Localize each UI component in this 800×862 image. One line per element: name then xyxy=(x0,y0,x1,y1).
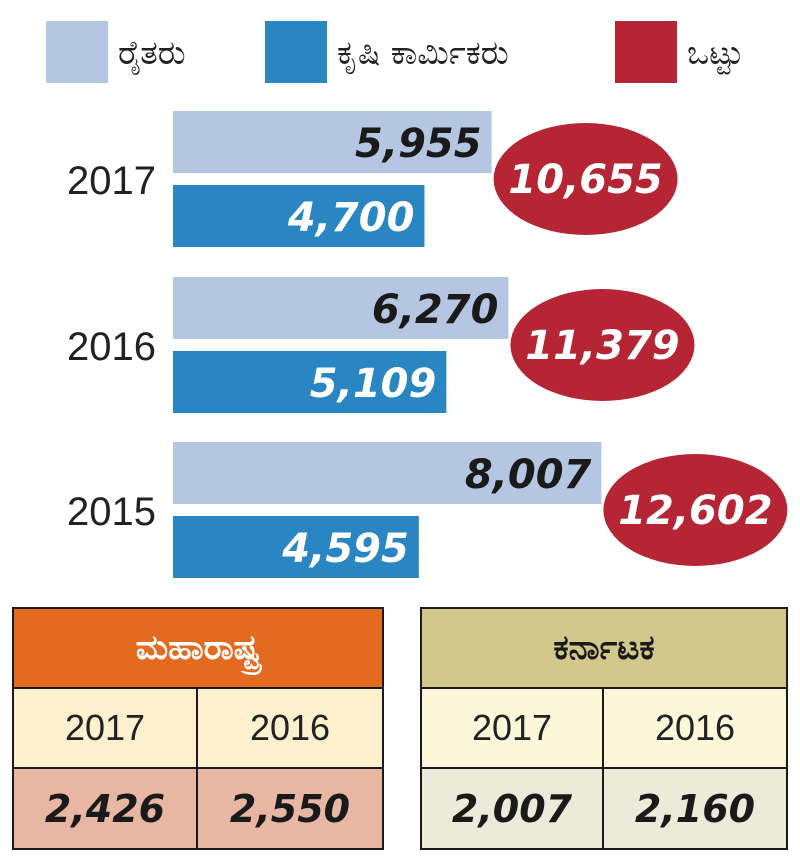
bar-labourers-2015 xyxy=(173,516,419,578)
maharashtra-value-2017: 2,426 xyxy=(14,769,198,848)
bar-groups: 2017 5,955 4,700 10,655 2016 6,270 5,109 11,379… xyxy=(67,111,788,578)
total-ellipse-2015 xyxy=(603,454,788,566)
maharashtra-year-2017: 2017 xyxy=(14,689,198,769)
legend-label-2: ಒಟ್ಟು xyxy=(687,33,744,75)
year-label-2016: 2016 xyxy=(67,325,156,369)
bar-labourers-2016 xyxy=(173,351,447,413)
karnataka-table: ಕರ್ನಾಟಕ 2017 2016 2,007 2,160 xyxy=(420,607,788,850)
karnataka-title: ಕರ್ನಾಟಕ xyxy=(422,609,786,689)
data-label-labourers-2017: 4,700 xyxy=(287,195,415,241)
legend-label-0: ರೈತರು xyxy=(118,33,186,75)
year-label-2017: 2017 xyxy=(67,159,156,203)
legend: ರೈತರು ಕೃಷಿ ಕಾರ್ಮಿಕರು ಒಟ್ಟು xyxy=(46,21,744,83)
bar-farmers-2015 xyxy=(173,442,602,504)
legend-label-1: ಕೃಷಿ ಕಾರ್ಮಿಕರು xyxy=(337,33,509,74)
farmer-suicides-chart: ರೈತರು ಕೃಷಿ ಕಾರ್ಮಿಕರು ಒಟ್ಟು 2017 5,955 4,700 1… xyxy=(46,21,788,578)
total-label-2015: 12,602 xyxy=(618,488,772,534)
total-ellipse-2017 xyxy=(493,123,678,235)
year-label-2015: 2015 xyxy=(67,490,156,534)
data-label-farmers-2016: 6,270 xyxy=(372,287,499,333)
maharashtra-value-2016: 2,550 xyxy=(198,769,382,848)
data-label-labourers-2015: 4,595 xyxy=(281,526,409,572)
total-label-2016: 11,379 xyxy=(525,323,679,369)
karnataka-value-2016: 2,160 xyxy=(604,769,786,848)
bar-farmers-2016 xyxy=(173,277,509,339)
bar-farmers-2017 xyxy=(173,111,492,173)
data-label-labourers-2016: 5,109 xyxy=(310,361,437,407)
karnataka-year-2016: 2016 xyxy=(604,689,786,769)
legend-swatch-1 xyxy=(265,21,327,83)
karnataka-value-2017: 2,007 xyxy=(422,769,604,848)
total-label-2017: 10,655 xyxy=(508,157,662,203)
maharashtra-title: ಮಹಾರಾಷ್ಟ್ರ xyxy=(14,609,382,689)
maharashtra-table: ಮಹಾರಾಷ್ಟ್ರ 2017 2016 2,426 2,550 xyxy=(12,607,384,850)
legend-swatch-2 xyxy=(615,21,677,83)
total-ellipse-2016 xyxy=(510,289,695,401)
data-label-farmers-2017: 5,955 xyxy=(355,121,482,167)
bar-labourers-2017 xyxy=(173,185,425,247)
legend-swatch-0 xyxy=(46,21,108,83)
data-label-farmers-2015: 8,007 xyxy=(465,452,592,498)
karnataka-year-2017: 2017 xyxy=(422,689,604,769)
maharashtra-year-2016: 2016 xyxy=(198,689,382,769)
